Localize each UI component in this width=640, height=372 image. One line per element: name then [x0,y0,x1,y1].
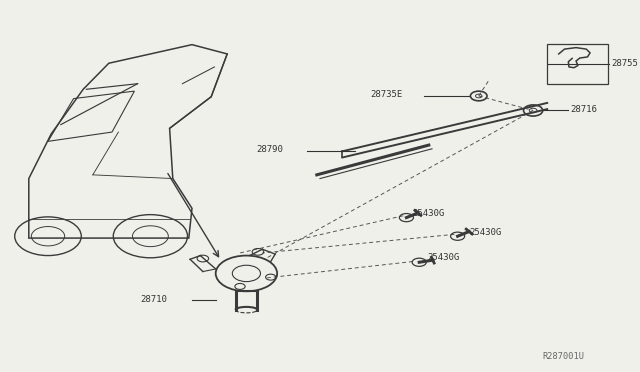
Text: 25430G: 25430G [469,228,501,237]
Text: 28710: 28710 [141,295,168,304]
Text: 28735E: 28735E [370,90,402,99]
Bar [547,44,608,84]
Text: 25430G: 25430G [413,209,445,218]
Text: 28755: 28755 [611,60,638,68]
Text: 28790: 28790 [256,145,283,154]
Text: R287001U: R287001U [543,352,585,361]
Text: 28716: 28716 [570,105,597,114]
Text: 25430G: 25430G [427,253,459,262]
